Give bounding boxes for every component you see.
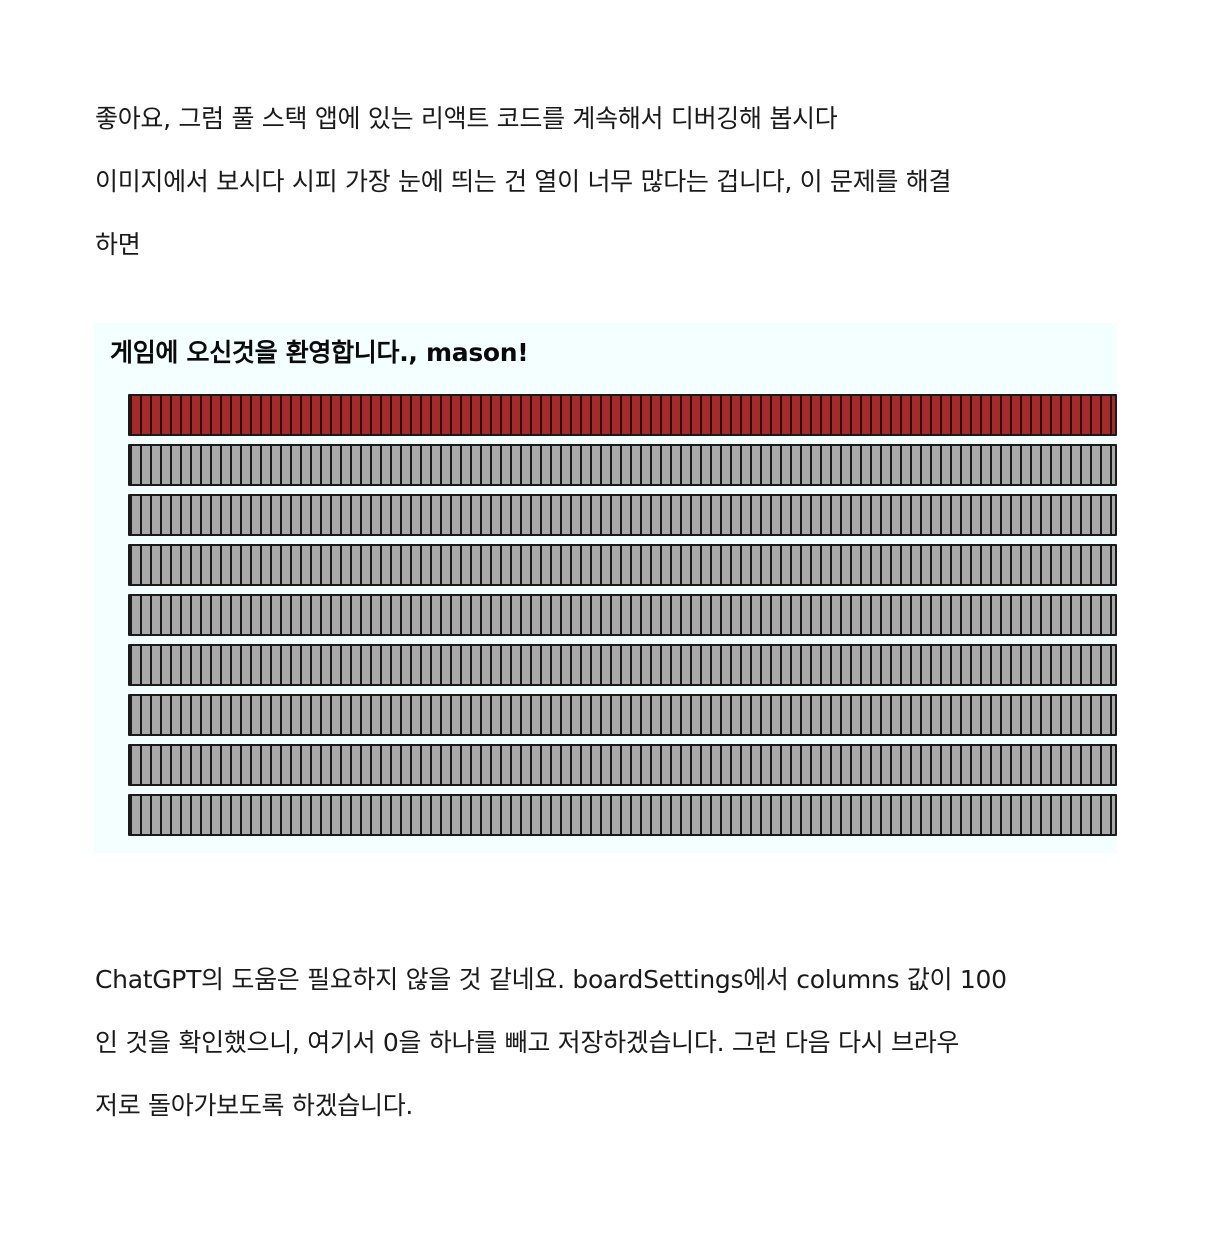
board-row [128, 544, 1117, 586]
board-row [128, 744, 1117, 786]
board-row-active [128, 394, 1117, 436]
outro-line: ChatGPT의 도움은 필요하지 않을 것 같네요. boardSetting… [95, 965, 1007, 994]
intro-line: 하면 [95, 230, 141, 259]
game-screenshot: 게임에 오신것을 환영합니다., mason! [94, 323, 1117, 853]
game-board [128, 394, 1117, 844]
intro-paragraph: 좋아요, 그럼 풀 스택 앱에 있는 리액트 코드를 계속해서 디버깅해 봅시다… [95, 87, 1125, 276]
outro-paragraph: ChatGPT의 도움은 필요하지 않을 것 같네요. boardSetting… [95, 948, 1125, 1137]
board-row [128, 644, 1117, 686]
intro-line: 이미지에서 보시다 시피 가장 눈에 띄는 건 열이 너무 많다는 겁니다, 이… [95, 167, 952, 196]
board-row [128, 794, 1117, 836]
outro-line: 인 것을 확인했으니, 여기서 0을 하나를 빼고 저장하겠습니다. 그런 다음… [95, 1028, 960, 1057]
outro-line: 저로 돌아가보도록 하겠습니다. [95, 1091, 414, 1120]
board-row [128, 444, 1117, 486]
board-row [128, 694, 1117, 736]
board-row [128, 594, 1117, 636]
welcome-heading: 게임에 오신것을 환영합니다., mason! [110, 338, 529, 367]
intro-line: 좋아요, 그럼 풀 스택 앱에 있는 리액트 코드를 계속해서 디버깅해 봅시다 [95, 104, 838, 133]
board-row [128, 494, 1117, 536]
